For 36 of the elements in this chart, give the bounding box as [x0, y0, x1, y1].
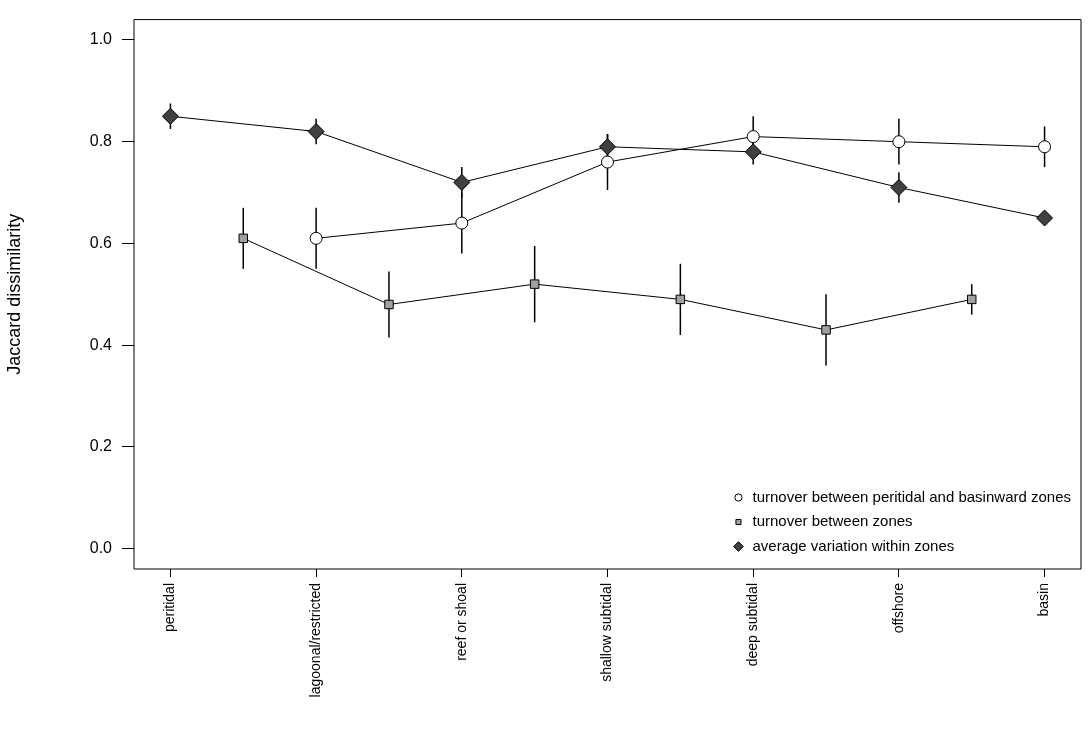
y-tick-label: 0.6 — [89, 233, 113, 251]
y-tick-label: 0.8 — [89, 132, 113, 150]
y-tick-label: 1.0 — [89, 30, 113, 48]
x-tick-label: reef or shoal — [452, 583, 469, 661]
point — [1036, 209, 1054, 227]
x-tick-label: shallow subtidal — [598, 583, 615, 682]
x-tick-label: peritidal — [161, 583, 178, 633]
point — [821, 325, 831, 335]
x-tick-label: lagoonal/restricted — [306, 583, 323, 698]
x-tick-label: deep subtidal — [744, 583, 761, 667]
point — [384, 299, 394, 310]
y-axis-title: Jaccard dissimilarity — [3, 213, 24, 375]
point — [1038, 140, 1052, 154]
point — [238, 233, 249, 244]
legend-label: turnover between zones — [752, 512, 913, 530]
point — [455, 216, 469, 230]
x-tick-label: offshore — [889, 582, 906, 634]
y-tick-label: 0.2 — [89, 437, 113, 455]
point — [307, 123, 325, 141]
point — [453, 173, 471, 191]
point — [529, 279, 540, 289]
y-tick-label: 0.0 — [89, 539, 113, 557]
point — [599, 138, 616, 156]
point — [966, 294, 977, 305]
point — [161, 107, 179, 125]
point — [892, 135, 906, 149]
legend-label: average variation within zones — [752, 536, 955, 554]
point — [746, 130, 760, 144]
x-tick-label: basin — [1035, 583, 1052, 617]
point — [744, 143, 762, 161]
point — [890, 178, 908, 196]
point — [309, 231, 323, 245]
y-tick-label: 0.4 — [89, 335, 113, 353]
legend-label: turnover between peritidal and basinward zones — [752, 487, 1071, 505]
point — [675, 294, 686, 305]
point — [601, 155, 614, 169]
